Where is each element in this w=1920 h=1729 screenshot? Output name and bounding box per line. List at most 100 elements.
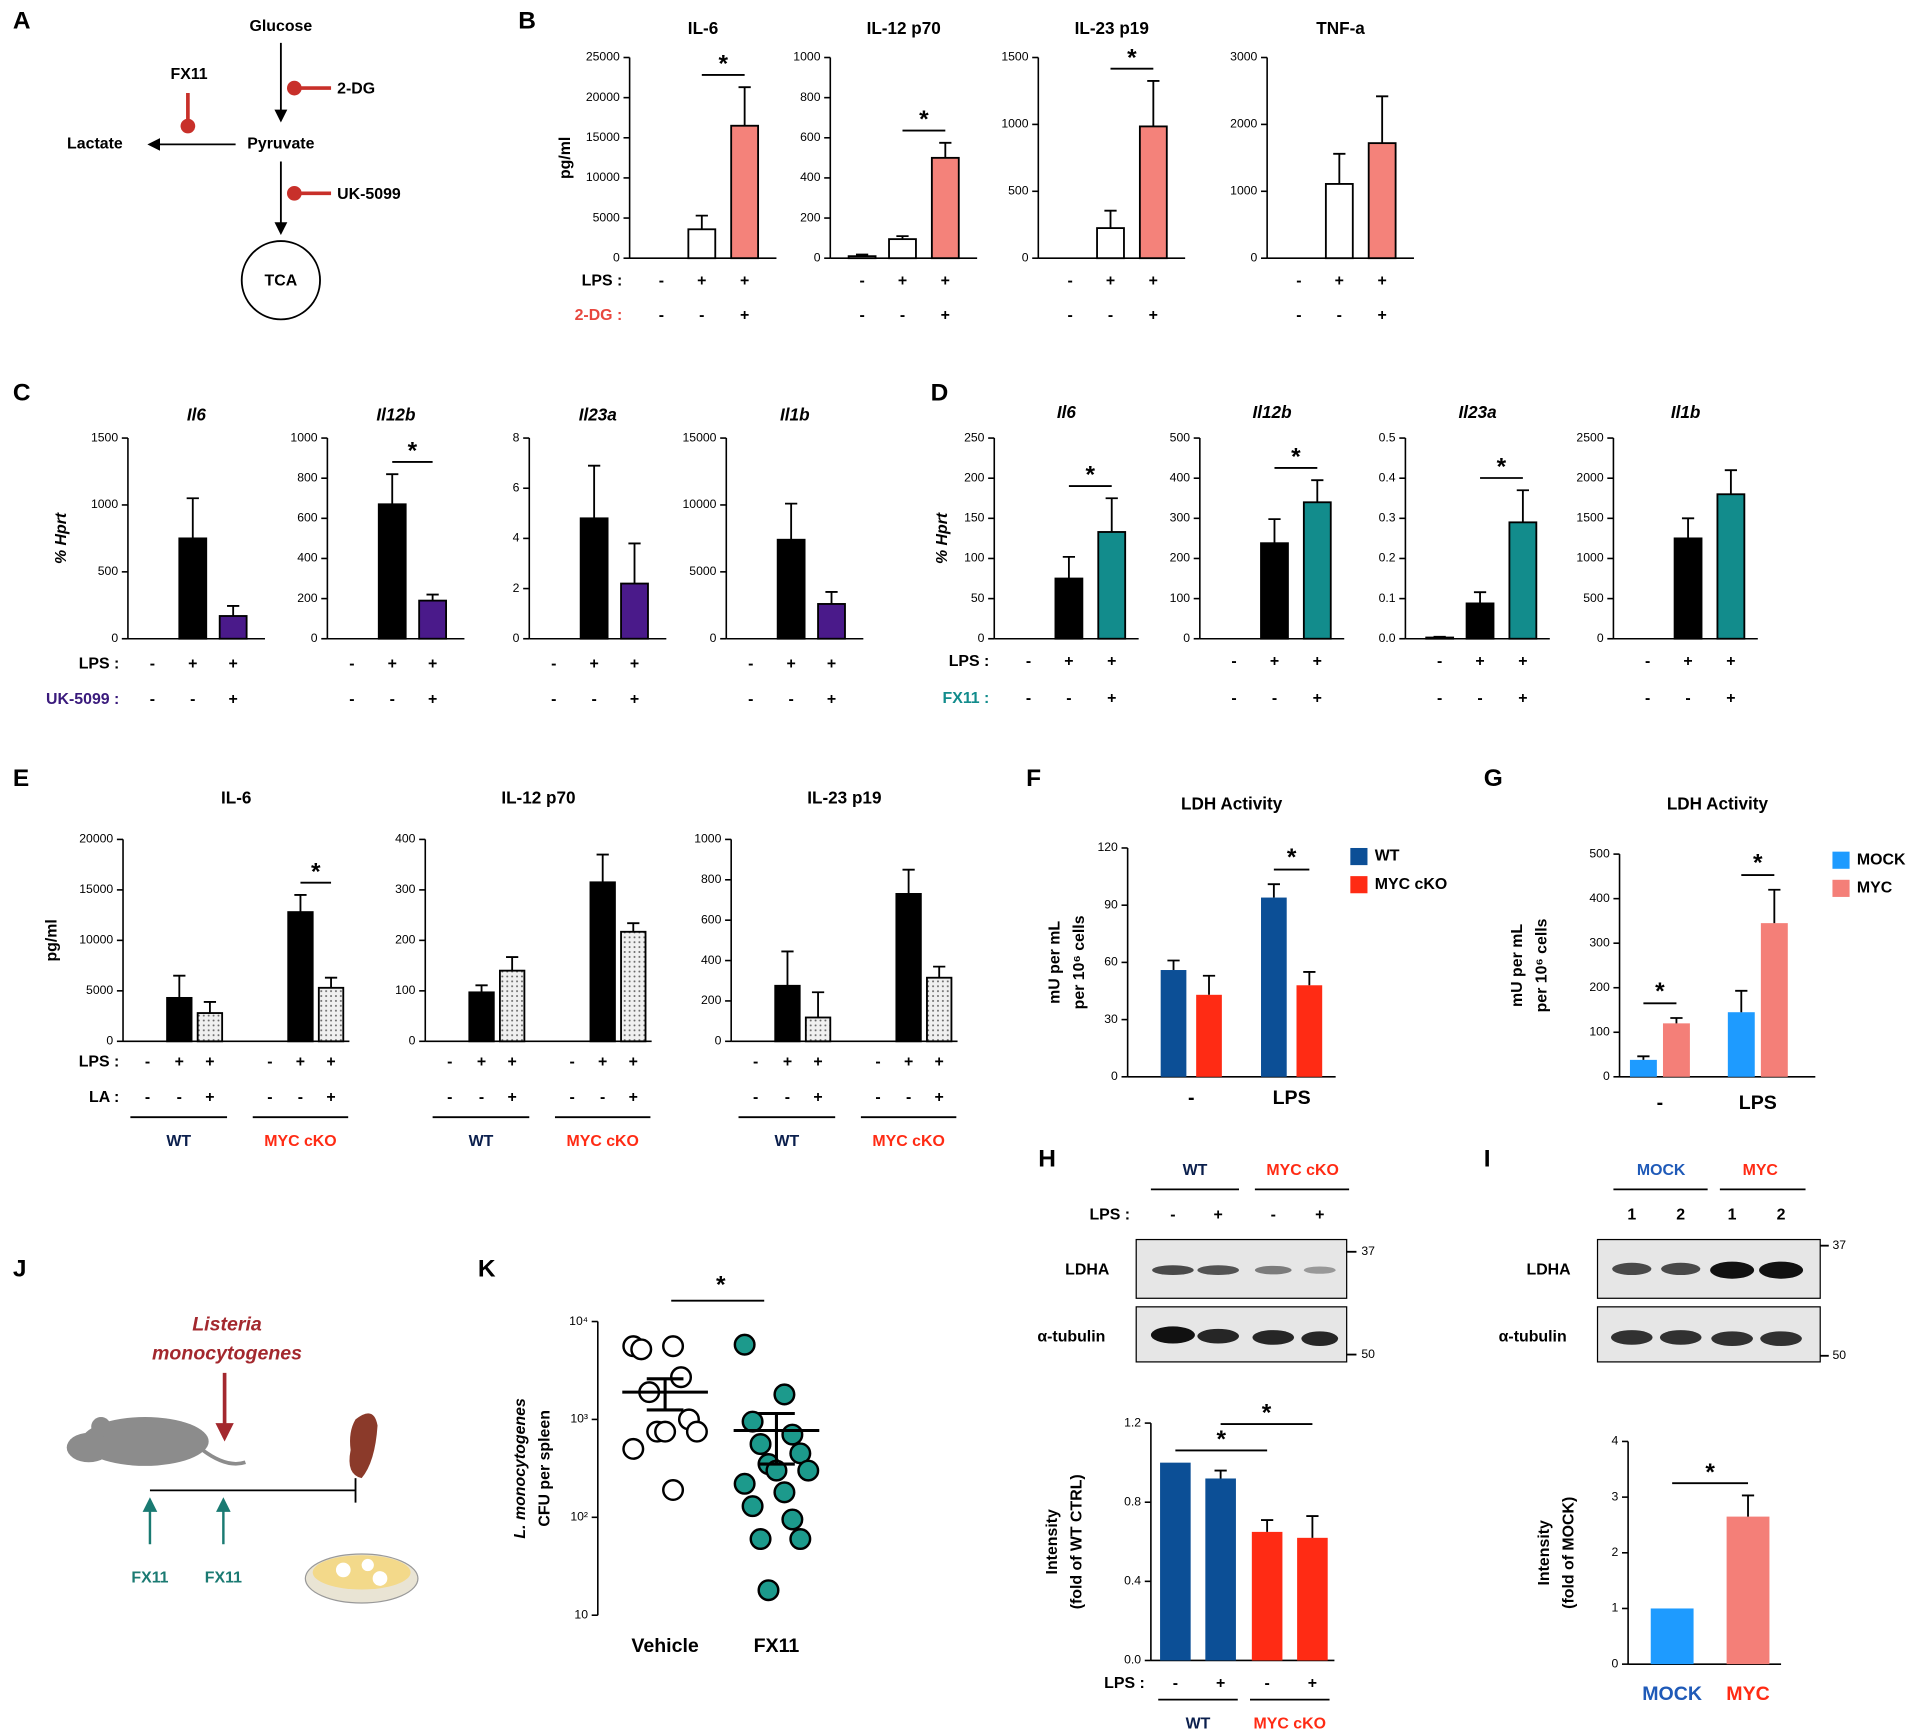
condition-label: 2-DG :	[575, 307, 623, 324]
condition-sign: +	[630, 691, 639, 708]
bar	[1097, 531, 1127, 640]
error-bar	[1105, 497, 1118, 532]
error-bar	[1202, 974, 1216, 995]
bar	[1629, 1059, 1657, 1077]
condition-sign: +	[1313, 653, 1322, 670]
x-tick-label: LPS	[1273, 1087, 1311, 1109]
x-tick-label: -	[1188, 1087, 1195, 1109]
y-tick-label: 500	[1008, 184, 1029, 198]
error-bar	[1167, 959, 1180, 971]
error-bar	[1333, 152, 1346, 184]
protein-label: α-tubulin	[1499, 1329, 1567, 1346]
condition-sign: -	[390, 691, 395, 708]
marker-label: 37	[1832, 1238, 1846, 1252]
condition-sign: +	[229, 691, 238, 708]
y-tick-label: 400	[297, 551, 318, 565]
y-tick-label: 5000	[593, 210, 620, 224]
condition-sign: -	[1437, 653, 1442, 670]
condition-sign: +	[813, 1053, 822, 1070]
error-bar	[1261, 1519, 1274, 1532]
treatment-label: FX11	[205, 1570, 242, 1587]
condition-sign: -	[1337, 307, 1342, 324]
significance-label: *	[1287, 844, 1297, 871]
condition-sign: -	[859, 273, 864, 290]
y-tick-label: 0	[1183, 631, 1190, 645]
protein-label: LDHA	[1065, 1261, 1110, 1278]
condition-sign: +	[477, 1053, 486, 1070]
error-bar	[1303, 971, 1316, 986]
marker-label: 37	[1361, 1244, 1375, 1258]
y-tick-label: 0	[715, 1034, 722, 1048]
condition-sign: -	[659, 307, 664, 324]
spleen	[349, 1413, 378, 1479]
condition-sign: -	[1296, 307, 1301, 324]
condition-sign: +	[740, 273, 749, 290]
marker-label: 50	[1832, 1348, 1846, 1362]
bar	[620, 930, 647, 1043]
condition-sign: +	[1313, 690, 1322, 707]
condition-sign: -	[591, 691, 596, 708]
y-tick-label: 2000	[1576, 470, 1603, 484]
y-tick-label: 10³	[570, 1412, 588, 1426]
condition-sign: -	[551, 656, 556, 673]
chart-title: IL-23 p19	[807, 788, 881, 808]
y-tick-label: 0.0	[1379, 631, 1396, 645]
y-tick-label: 10000	[586, 170, 620, 184]
error-bar	[855, 253, 869, 257]
y-axis-label: pg/ml	[557, 137, 574, 179]
band	[1152, 1265, 1194, 1276]
band	[1254, 1265, 1292, 1275]
significance-label: *	[1291, 444, 1301, 471]
band	[1610, 1330, 1653, 1345]
condition-sign: -	[1296, 273, 1301, 290]
condition-sign: +	[1378, 307, 1387, 324]
condition-sign: -	[1477, 690, 1482, 707]
y-tick-label: 0.5	[1379, 430, 1396, 444]
significance-label: *	[1127, 44, 1137, 71]
y-tick-label: 250	[964, 430, 985, 444]
agar	[312, 1555, 411, 1590]
y-tick-label: 200	[1170, 551, 1191, 565]
data-point	[757, 1579, 780, 1602]
condition-sign: +	[935, 1089, 944, 1106]
y-tick-label: 200	[701, 993, 722, 1007]
y-axis-label: % Hprt	[934, 512, 951, 564]
error-bar	[1670, 1017, 1683, 1024]
panel-label: C	[13, 379, 31, 406]
bar	[1650, 1608, 1694, 1665]
condition-sign: +	[1475, 653, 1484, 670]
condition-sign: +	[827, 691, 836, 708]
significance-label: *	[1753, 850, 1763, 877]
band	[1197, 1328, 1239, 1344]
band	[1661, 1262, 1701, 1276]
y-tick-label: 4	[1612, 1434, 1619, 1448]
treatment-label: FX11	[131, 1570, 168, 1587]
bar	[1727, 1012, 1755, 1077]
condition-sign: -	[267, 1089, 272, 1106]
condition-sign: +	[205, 1089, 214, 1106]
y-tick-label: 500	[1589, 846, 1610, 860]
condition-sign: -	[748, 656, 753, 673]
significance-label: *	[1655, 978, 1665, 1005]
chart-title: IL-12 p70	[501, 788, 575, 808]
bar	[895, 893, 922, 1043]
panel-label: D	[931, 379, 949, 406]
error-bar	[426, 593, 439, 601]
condition-sign: +	[629, 1089, 638, 1106]
error-bar	[902, 868, 915, 894]
group-label: MYC cKO	[264, 1133, 336, 1150]
inhibitor-label: FX11	[171, 66, 208, 83]
condition-sign: -	[1066, 690, 1071, 707]
y-tick-label: 0	[1612, 1656, 1619, 1670]
y-tick-label: 1	[1612, 1601, 1619, 1615]
data-point	[781, 1508, 804, 1531]
chart-title: Il23a	[1459, 402, 1498, 422]
bar	[776, 538, 806, 640]
y-tick-label: 8	[513, 430, 520, 444]
bar	[1465, 602, 1495, 640]
legend-label: MOCK	[1857, 851, 1906, 868]
y-tick-label: 0	[409, 1034, 416, 1048]
band	[1252, 1330, 1295, 1345]
condition-sign: +	[1064, 653, 1073, 670]
y-tick-label: 0.4	[1124, 1574, 1141, 1588]
